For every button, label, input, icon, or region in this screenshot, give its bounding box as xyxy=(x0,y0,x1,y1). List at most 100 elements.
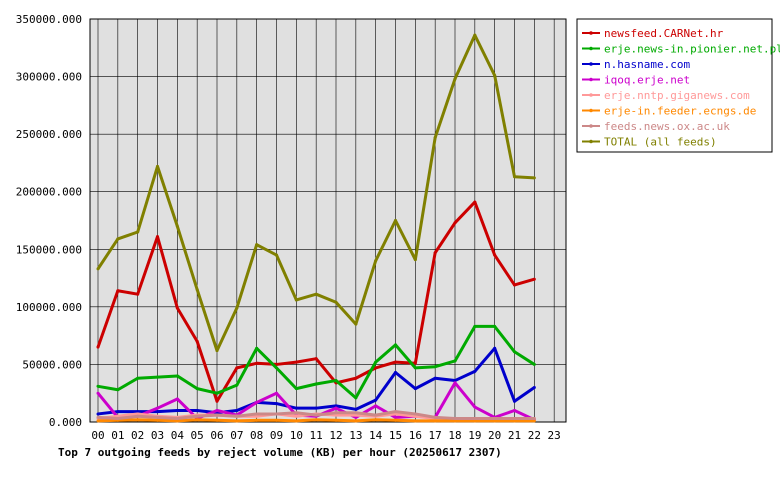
data-point xyxy=(195,288,199,292)
data-point xyxy=(513,419,516,423)
data-point xyxy=(255,361,259,365)
data-point xyxy=(453,221,457,225)
data-point xyxy=(354,322,358,326)
data-point xyxy=(235,414,239,418)
data-point xyxy=(532,362,536,366)
data-point xyxy=(374,418,378,422)
data-point xyxy=(235,306,239,310)
data-point xyxy=(175,419,179,423)
data-point xyxy=(175,306,179,310)
data-point xyxy=(413,419,417,423)
data-point xyxy=(493,324,497,328)
data-point xyxy=(294,411,298,415)
data-point xyxy=(433,415,437,419)
series-6 xyxy=(96,410,536,421)
data-point xyxy=(334,404,338,408)
x-tick-label: 18 xyxy=(448,429,461,442)
data-point xyxy=(354,407,358,411)
data-point xyxy=(275,366,278,370)
x-tick-label: 20 xyxy=(488,429,501,442)
data-point xyxy=(513,417,516,421)
data-point xyxy=(354,376,358,380)
data-point xyxy=(136,376,140,380)
data-point xyxy=(334,418,338,422)
data-point xyxy=(175,224,179,228)
legend-label: n.hasname.com xyxy=(604,58,690,71)
y-tick-label: 200000.000 xyxy=(16,186,82,199)
data-point xyxy=(116,417,120,421)
series-7 xyxy=(96,33,536,353)
data-point xyxy=(235,408,239,412)
data-point xyxy=(255,418,259,422)
legend-marker xyxy=(589,77,593,82)
data-point xyxy=(493,346,497,350)
legend-marker xyxy=(589,139,593,144)
data-point xyxy=(314,406,318,410)
legend-label: iqoq.erje.net xyxy=(604,74,690,87)
y-tick-label: 300000.000 xyxy=(16,71,82,84)
legend-label: feeds.news.ox.ac.uk xyxy=(604,120,730,133)
data-point xyxy=(156,406,159,410)
series-2 xyxy=(96,346,536,416)
x-tick-label: 02 xyxy=(131,429,144,442)
data-point xyxy=(493,73,497,77)
data-point xyxy=(354,396,358,400)
data-point xyxy=(374,360,378,364)
data-point xyxy=(473,405,477,409)
data-point xyxy=(453,77,457,81)
y-axis: 0.000 50000.000 100000.000 150000.000 200000… xyxy=(16,13,82,429)
data-point xyxy=(532,176,536,180)
data-point xyxy=(453,381,457,385)
data-point xyxy=(493,253,497,257)
x-tick-label: 10 xyxy=(290,429,303,442)
x-tick-label: 06 xyxy=(210,429,223,442)
legend-item: erje.news-in.pionier.net.pl xyxy=(582,43,780,56)
data-point xyxy=(453,379,457,383)
data-point xyxy=(433,251,437,255)
data-point xyxy=(314,418,318,422)
data-point xyxy=(453,417,457,421)
data-point xyxy=(235,419,239,423)
x-axis: 00 01 02 03 04 05 06 07 08 09 10 11 12 13 14 15 16 17 18 19… xyxy=(91,429,560,442)
data-point xyxy=(195,414,199,418)
data-point xyxy=(96,419,100,423)
data-point xyxy=(433,419,437,423)
data-point xyxy=(374,398,378,402)
data-point xyxy=(255,412,259,416)
data-point xyxy=(275,402,278,406)
data-point xyxy=(294,419,298,423)
data-point xyxy=(215,399,219,403)
data-point xyxy=(473,200,477,204)
data-point xyxy=(413,258,417,262)
data-point xyxy=(175,397,179,401)
data-point xyxy=(433,136,437,140)
legend-item: feeds.news.ox.ac.uk xyxy=(582,120,730,133)
data-point xyxy=(354,411,358,415)
data-point xyxy=(136,230,140,234)
data-point xyxy=(453,419,457,423)
data-point xyxy=(294,406,298,410)
data-point xyxy=(156,415,159,419)
data-point xyxy=(96,412,100,416)
data-point xyxy=(413,361,417,365)
data-point xyxy=(255,400,259,404)
data-point xyxy=(314,357,318,361)
data-point xyxy=(394,343,397,347)
data-point xyxy=(175,374,179,378)
data-point xyxy=(235,366,239,370)
data-point xyxy=(453,359,457,363)
legend-label: erje-in.feeder.ecngs.de xyxy=(604,105,756,118)
data-point xyxy=(175,408,179,412)
x-tick-label: 23 xyxy=(548,429,561,442)
x-tick-label: 14 xyxy=(369,429,383,442)
data-point xyxy=(532,417,536,421)
x-tick-label: 11 xyxy=(310,429,323,442)
data-point xyxy=(394,418,397,422)
legend-item: n.hasname.com xyxy=(582,58,690,71)
x-tick-label: 08 xyxy=(250,429,263,442)
data-point xyxy=(394,415,397,419)
data-point xyxy=(314,382,318,386)
data-point xyxy=(473,324,477,328)
grid xyxy=(90,18,566,423)
data-point xyxy=(374,366,378,370)
